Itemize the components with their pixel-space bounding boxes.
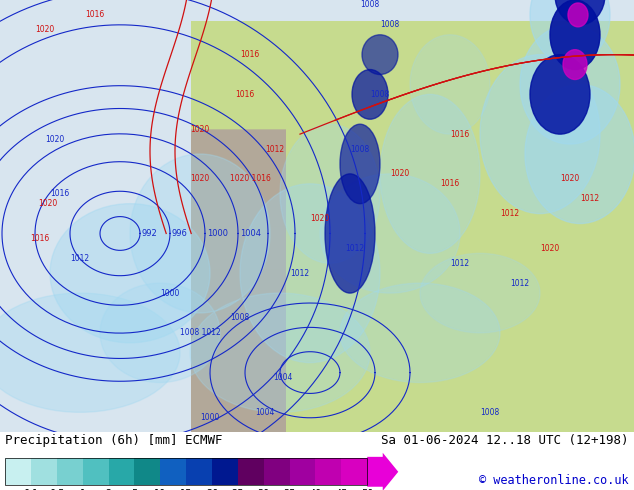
Ellipse shape xyxy=(320,174,460,293)
Ellipse shape xyxy=(568,3,588,27)
Text: 1020: 1020 xyxy=(190,174,210,183)
Text: © weatheronline.co.uk: © weatheronline.co.uk xyxy=(479,474,629,487)
Text: 1012: 1012 xyxy=(346,244,365,253)
Bar xyxy=(212,458,238,486)
Text: 996: 996 xyxy=(172,229,188,238)
Text: 1012: 1012 xyxy=(266,145,285,153)
Text: 10: 10 xyxy=(154,489,166,490)
Text: 1008: 1008 xyxy=(380,21,399,29)
Ellipse shape xyxy=(352,70,388,119)
Ellipse shape xyxy=(530,55,590,134)
Text: 40: 40 xyxy=(309,489,321,490)
Ellipse shape xyxy=(130,154,270,313)
Text: 1016: 1016 xyxy=(86,10,105,20)
Ellipse shape xyxy=(480,55,600,214)
Text: 1012: 1012 xyxy=(500,209,519,218)
Bar xyxy=(108,458,135,486)
Bar xyxy=(316,458,342,486)
Ellipse shape xyxy=(240,184,380,363)
Text: 992: 992 xyxy=(142,229,158,238)
Ellipse shape xyxy=(0,293,180,412)
Text: 1008: 1008 xyxy=(370,90,390,99)
Text: 5: 5 xyxy=(131,489,138,490)
Bar xyxy=(186,458,212,486)
Text: 1020: 1020 xyxy=(39,199,58,208)
Bar xyxy=(31,458,58,486)
Text: 1016: 1016 xyxy=(240,50,260,59)
Text: 1008: 1008 xyxy=(360,0,380,9)
Ellipse shape xyxy=(550,0,600,70)
Bar xyxy=(290,458,316,486)
Ellipse shape xyxy=(525,84,634,223)
Text: 1016: 1016 xyxy=(50,189,70,198)
Text: 1004: 1004 xyxy=(273,373,293,382)
Bar xyxy=(5,458,32,486)
Bar xyxy=(264,458,290,486)
Ellipse shape xyxy=(325,174,375,293)
Text: 1000: 1000 xyxy=(207,229,228,238)
Ellipse shape xyxy=(362,35,398,74)
Text: Precipitation (6h) [mm] ECMWF: Precipitation (6h) [mm] ECMWF xyxy=(5,434,223,447)
Text: 1020: 1020 xyxy=(46,135,65,144)
Ellipse shape xyxy=(555,0,605,25)
Text: 1020: 1020 xyxy=(560,174,579,183)
Text: 1020: 1020 xyxy=(190,124,210,134)
Text: 1008: 1008 xyxy=(351,145,370,153)
Text: 1012: 1012 xyxy=(510,279,529,288)
Text: 1020: 1020 xyxy=(36,25,55,34)
Bar xyxy=(5,458,367,486)
Text: 1020: 1020 xyxy=(540,244,560,253)
Bar xyxy=(82,458,109,486)
Text: 1012: 1012 xyxy=(450,259,470,268)
Text: 1016: 1016 xyxy=(441,179,460,188)
Ellipse shape xyxy=(50,204,210,343)
Text: Sa 01-06-2024 12..18 UTC (12+198): Sa 01-06-2024 12..18 UTC (12+198) xyxy=(382,434,629,447)
Ellipse shape xyxy=(530,0,610,65)
Text: 2: 2 xyxy=(105,489,112,490)
Ellipse shape xyxy=(410,35,490,134)
Text: 50: 50 xyxy=(361,489,373,490)
Text: 1016: 1016 xyxy=(235,90,255,99)
Ellipse shape xyxy=(520,25,620,144)
FancyArrow shape xyxy=(367,453,398,490)
Text: 1020: 1020 xyxy=(391,170,410,178)
Text: 1008: 1008 xyxy=(481,408,500,417)
Text: 1000: 1000 xyxy=(160,289,179,297)
Ellipse shape xyxy=(563,49,587,79)
Ellipse shape xyxy=(420,253,540,333)
Text: 1016: 1016 xyxy=(30,234,49,243)
Text: 1020 1016: 1020 1016 xyxy=(230,174,271,183)
Bar xyxy=(160,458,187,486)
Text: 15: 15 xyxy=(180,489,192,490)
Text: 1008 1012: 1008 1012 xyxy=(179,328,221,337)
Text: 20: 20 xyxy=(206,489,218,490)
Text: 0.1: 0.1 xyxy=(23,489,39,490)
Text: 35: 35 xyxy=(283,489,296,490)
Text: 1000: 1000 xyxy=(200,413,220,422)
Ellipse shape xyxy=(190,293,370,412)
Bar xyxy=(238,458,264,486)
Text: 45: 45 xyxy=(335,489,347,490)
Text: 1: 1 xyxy=(80,489,86,490)
Text: 30: 30 xyxy=(257,489,270,490)
Text: 25: 25 xyxy=(231,489,244,490)
Bar xyxy=(134,458,161,486)
Text: 1004: 1004 xyxy=(256,408,275,417)
Bar xyxy=(57,458,83,486)
Text: 1008: 1008 xyxy=(230,314,250,322)
Text: 1020: 1020 xyxy=(311,214,330,223)
Bar xyxy=(341,458,368,486)
Text: 1012: 1012 xyxy=(290,269,309,278)
Ellipse shape xyxy=(340,283,500,383)
Text: 0.5: 0.5 xyxy=(49,489,65,490)
Text: 1012: 1012 xyxy=(70,254,89,263)
Text: 1016: 1016 xyxy=(450,130,470,139)
Text: 1004: 1004 xyxy=(240,229,261,238)
Ellipse shape xyxy=(340,124,380,204)
Ellipse shape xyxy=(280,124,380,263)
Text: 1012: 1012 xyxy=(581,194,600,203)
Ellipse shape xyxy=(100,283,220,383)
Ellipse shape xyxy=(380,95,480,253)
